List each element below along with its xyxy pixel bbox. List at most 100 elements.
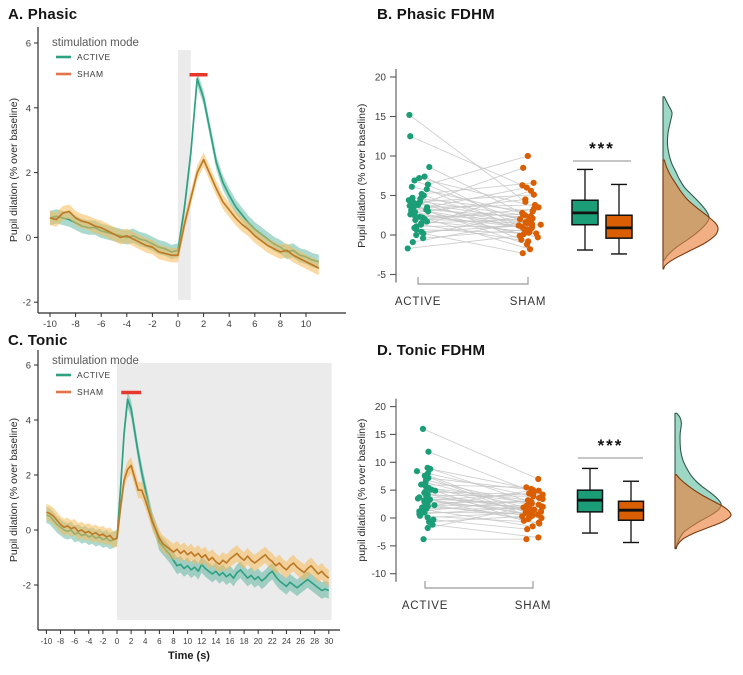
legend: stimulation mode ACTIVE SHAM (52, 37, 139, 79)
sham-series (46, 457, 330, 587)
svg-text:8: 8 (278, 319, 283, 330)
boxplot-active (576, 467, 604, 534)
svg-text:-4: -4 (123, 319, 131, 330)
svg-text:-5: -5 (377, 270, 386, 281)
svg-text:pupil dilation (% over baselin: pupil dilation (% over baseline) (356, 419, 368, 562)
density-sham (662, 159, 719, 270)
svg-text:ACTIVE: ACTIVE (402, 600, 448, 612)
svg-text:20: 20 (254, 637, 263, 646)
y-axis: -5 0 5 10 15 20 Pupil dilation (% over baselin… (356, 69, 397, 283)
svg-text:SHAM: SHAM (77, 387, 104, 397)
svg-text:16: 16 (226, 637, 235, 646)
scatter-sham (519, 475, 546, 543)
svg-text:0: 0 (26, 526, 31, 537)
svg-text:4: 4 (26, 103, 31, 114)
svg-text:-2: -2 (23, 298, 31, 309)
svg-text:0: 0 (175, 319, 180, 330)
density-sham (674, 474, 732, 550)
svg-text:-5: -5 (377, 541, 386, 552)
svg-text:Pupil dilation (% over baselin: Pupil dilation (% over baseline) (8, 418, 20, 562)
svg-text:6: 6 (252, 319, 257, 330)
svg-text:26: 26 (296, 637, 305, 646)
svg-text:12: 12 (197, 637, 206, 646)
panel-b: -5 0 5 10 15 20 Pupil dilation (% over baselin… (348, 0, 743, 330)
svg-text:2: 2 (26, 168, 31, 179)
svg-text:10: 10 (301, 319, 312, 330)
svg-text:-10: -10 (41, 637, 53, 646)
svg-text:Pupil dilation (% over baselin: Pupil dilation (% over baseline) (8, 98, 20, 242)
svg-text:-10: -10 (372, 569, 387, 580)
panel-c-chart: -10 -8 -6 -4 -2 0 2 4 6 8 10 12 14 16 18 20 22 24 26 28 30-2… (8, 350, 340, 662)
svg-text:15: 15 (375, 430, 387, 441)
panel-d-title: D. Tonic FDHM (377, 342, 486, 359)
scatter-sham (515, 152, 544, 257)
svg-text:-2: -2 (99, 637, 107, 646)
significance-marker: *** (573, 139, 631, 162)
pair-lines (407, 114, 541, 254)
svg-text:-6: -6 (71, 637, 79, 646)
svg-text:ACTIVE: ACTIVE (77, 52, 111, 62)
svg-text:2: 2 (26, 471, 31, 482)
svg-text:4: 4 (227, 319, 232, 330)
panel-a-title: A. Phasic (8, 6, 78, 23)
svg-text:Pupil dilation (% over baselin: Pupil dilation (% over baseline) (356, 104, 368, 248)
svg-text:SHAM: SHAM (77, 69, 104, 79)
panel-d-chart: -10 -5 0 5 10 15 20 pupil dilation (% over base… (356, 398, 732, 612)
svg-text:***: *** (589, 139, 615, 158)
panel-d: -10 -5 0 5 10 15 20 pupil dilation (% over base… (348, 330, 743, 675)
group-labels: ACTIVE SHAM (402, 600, 551, 612)
svg-text:10: 10 (375, 458, 387, 469)
panel-c-title: C. Tonic (8, 332, 68, 349)
svg-text:10: 10 (183, 637, 192, 646)
group-axis-bracket (424, 581, 534, 589)
svg-text:8: 8 (171, 637, 176, 646)
svg-text:stimulation mode: stimulation mode (52, 355, 139, 367)
svg-text:24: 24 (282, 637, 291, 646)
svg-text:ACTIVE: ACTIVE (395, 296, 441, 308)
svg-text:stimulation mode: stimulation mode (52, 37, 139, 49)
svg-text:28: 28 (310, 637, 319, 646)
svg-text:-2: -2 (23, 581, 31, 592)
svg-text:4: 4 (26, 416, 31, 427)
svg-text:20: 20 (375, 402, 387, 413)
svg-text:ACTIVE: ACTIVE (77, 370, 111, 380)
boxplot-active (571, 168, 599, 251)
panel-b-title: B. Phasic FDHM (377, 6, 495, 23)
svg-text:-10: -10 (43, 319, 57, 330)
svg-text:SHAM: SHAM (510, 296, 546, 308)
panel-c: -10 -8 -6 -4 -2 0 2 4 6 8 10 12 14 16 18 20 22 24 26 28 30 -2… (0, 330, 348, 675)
axes: -10 -8 -6 -4 -2 0 2 4 6 8 10 12 14 16 18 20 22 24 26 28 30-2… (8, 350, 340, 662)
svg-text:***: *** (598, 436, 624, 455)
stimulus-band (117, 363, 332, 620)
svg-text:2: 2 (129, 637, 134, 646)
svg-text:6: 6 (157, 637, 162, 646)
boxplot-sham (617, 480, 645, 544)
svg-text:10: 10 (375, 152, 387, 163)
svg-text:0: 0 (380, 231, 386, 242)
svg-text:-8: -8 (71, 319, 79, 330)
svg-text:-4: -4 (85, 637, 93, 646)
svg-text:5: 5 (380, 191, 386, 202)
svg-text:4: 4 (143, 637, 148, 646)
svg-text:6: 6 (26, 361, 31, 372)
y-axis: -10 -5 0 5 10 15 20 pupil dilation (% over base… (356, 398, 397, 582)
legend: stimulation mode ACTIVE SHAM (52, 355, 139, 397)
svg-text:-2: -2 (148, 319, 156, 330)
svg-text:-6: -6 (97, 319, 105, 330)
group-labels: ACTIVE SHAM (395, 296, 546, 308)
svg-text:0: 0 (115, 637, 120, 646)
svg-text:14: 14 (211, 637, 220, 646)
group-axis-bracket (417, 277, 529, 285)
svg-text:-8: -8 (57, 637, 65, 646)
svg-text:30: 30 (324, 637, 333, 646)
sham-series (49, 152, 320, 276)
svg-text:Time (s): Time (s) (168, 650, 210, 662)
svg-text:18: 18 (240, 637, 249, 646)
panel-b-chart: -5 0 5 10 15 20 Pupil dilation (% over baselin… (356, 69, 719, 308)
svg-text:0: 0 (380, 514, 386, 525)
svg-text:6: 6 (26, 39, 31, 50)
svg-text:5: 5 (380, 486, 386, 497)
scatter-active (413, 425, 439, 543)
